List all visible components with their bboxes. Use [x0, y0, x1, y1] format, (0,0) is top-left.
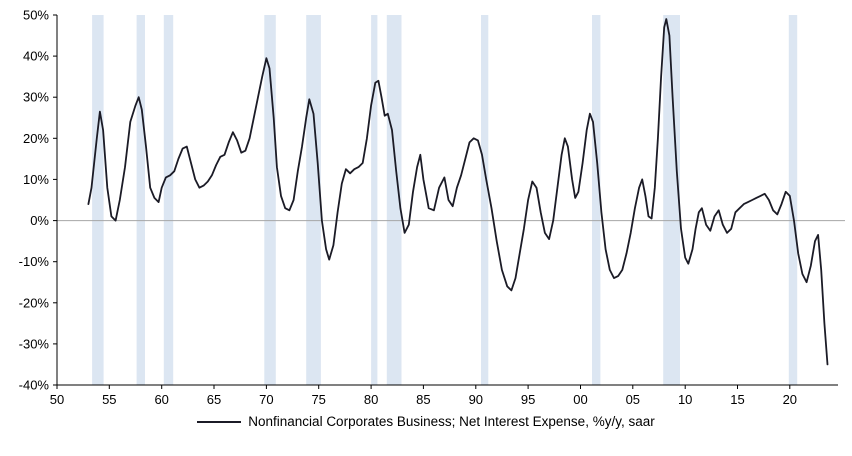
y-tick-label: 10% — [23, 172, 49, 187]
x-tick-label: 15 — [730, 392, 744, 407]
y-tick-label: 30% — [23, 90, 49, 105]
x-tick-label: 70 — [259, 392, 273, 407]
recession-band — [788, 15, 798, 385]
y-tick-label: -30% — [19, 336, 50, 351]
legend-line-sample-icon — [197, 420, 242, 423]
y-tick-label: -40% — [19, 378, 50, 393]
legend-label: Nonfinancial Corporates Business; Net In… — [248, 414, 655, 429]
x-tick-label: 50 — [50, 392, 64, 407]
x-tick-label: 75 — [311, 392, 325, 407]
recession-band — [386, 15, 402, 385]
chart-canvas: 50% 40% 30% 20% 10% 0% -10% -20% -30% -40%50 55 60 6… — [19, 8, 845, 407]
x-tick-label: 05 — [626, 392, 640, 407]
recession-band — [306, 15, 321, 385]
recession-band — [481, 15, 489, 385]
y-tick-label: 20% — [23, 131, 49, 146]
recession-band — [136, 15, 145, 385]
x-tick-label: 00 — [573, 392, 587, 407]
recession-band — [592, 15, 601, 385]
x-tick-label: 90 — [469, 392, 483, 407]
y-tick-label: -10% — [19, 254, 50, 269]
x-tick-label: 55 — [102, 392, 116, 407]
recession-band — [371, 15, 378, 385]
x-tick-label: 95 — [521, 392, 535, 407]
recession-band — [264, 15, 276, 385]
x-tick-label: 80 — [364, 392, 378, 407]
x-tick-label: 10 — [678, 392, 692, 407]
series-line — [87, 18, 829, 366]
recession-band — [663, 15, 680, 385]
legend: Nonfinancial Corporates Business; Net In… — [0, 414, 852, 429]
y-tick-label: 0% — [30, 213, 49, 228]
x-tick-label: 65 — [207, 392, 221, 407]
recession-band — [163, 15, 174, 385]
y-tick-label: 50% — [23, 8, 49, 23]
x-tick-label: 20 — [783, 392, 797, 407]
y-tick-label: -20% — [19, 295, 50, 310]
x-tick-label: 85 — [416, 392, 430, 407]
x-tick-label: 60 — [154, 392, 168, 407]
recession-band — [92, 15, 104, 385]
y-tick-label: 40% — [23, 49, 49, 64]
